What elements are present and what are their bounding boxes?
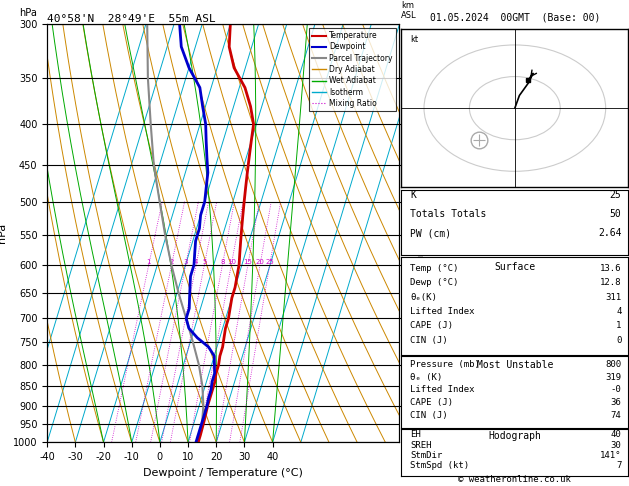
Text: 2.64: 2.64 bbox=[598, 228, 621, 238]
Text: Dewp (°C): Dewp (°C) bbox=[410, 278, 459, 287]
Text: 311: 311 bbox=[606, 293, 621, 302]
Text: 2: 2 bbox=[169, 259, 174, 265]
Text: 1: 1 bbox=[147, 259, 151, 265]
Y-axis label: Mixing Ratio (g/kg): Mixing Ratio (g/kg) bbox=[418, 193, 426, 273]
Text: CAPE (J): CAPE (J) bbox=[410, 398, 454, 407]
Text: Hodograph: Hodograph bbox=[488, 432, 542, 441]
Text: EH: EH bbox=[410, 430, 421, 439]
Text: θₑ (K): θₑ (K) bbox=[410, 373, 443, 382]
Text: 74: 74 bbox=[611, 411, 621, 419]
Text: Lifted Index: Lifted Index bbox=[410, 385, 475, 395]
Text: 30: 30 bbox=[611, 441, 621, 450]
Text: Pressure (mb): Pressure (mb) bbox=[410, 360, 481, 369]
Text: kt: kt bbox=[410, 35, 418, 44]
Text: 1: 1 bbox=[616, 321, 621, 330]
Y-axis label: hPa: hPa bbox=[0, 223, 8, 243]
Text: 01.05.2024  00GMT  (Base: 00): 01.05.2024 00GMT (Base: 00) bbox=[430, 12, 600, 22]
Text: Surface: Surface bbox=[494, 261, 535, 272]
Text: Temp (°C): Temp (°C) bbox=[410, 264, 459, 273]
Text: CIN (J): CIN (J) bbox=[410, 411, 448, 419]
Text: StmSpd (kt): StmSpd (kt) bbox=[410, 461, 469, 470]
Text: 25: 25 bbox=[265, 259, 274, 265]
Text: 0: 0 bbox=[616, 336, 621, 345]
Text: 5: 5 bbox=[202, 259, 206, 265]
Text: 40: 40 bbox=[611, 430, 621, 439]
Text: SREH: SREH bbox=[410, 441, 432, 450]
Text: 20: 20 bbox=[255, 259, 264, 265]
Text: 8: 8 bbox=[220, 259, 225, 265]
Text: 4: 4 bbox=[616, 307, 621, 316]
Legend: Temperature, Dewpoint, Parcel Trajectory, Dry Adiabat, Wet Adiabat, Isotherm, Mi: Temperature, Dewpoint, Parcel Trajectory… bbox=[309, 28, 396, 111]
Text: hPa: hPa bbox=[19, 8, 37, 18]
Text: -0: -0 bbox=[611, 385, 621, 395]
Text: km
ASL: km ASL bbox=[401, 0, 417, 20]
Text: K: K bbox=[410, 190, 416, 200]
Text: 10: 10 bbox=[226, 259, 236, 265]
Text: θₑ(K): θₑ(K) bbox=[410, 293, 437, 302]
Text: 40°58'N  28°49'E  55m ASL: 40°58'N 28°49'E 55m ASL bbox=[47, 14, 216, 23]
Text: Totals Totals: Totals Totals bbox=[410, 209, 487, 219]
Text: 4: 4 bbox=[194, 259, 198, 265]
Text: Most Unstable: Most Unstable bbox=[477, 360, 553, 370]
Text: Lifted Index: Lifted Index bbox=[410, 307, 475, 316]
Text: PW (cm): PW (cm) bbox=[410, 228, 452, 238]
Text: 141°: 141° bbox=[600, 451, 621, 460]
Text: CIN (J): CIN (J) bbox=[410, 336, 448, 345]
Text: LCL: LCL bbox=[401, 444, 416, 453]
Text: CAPE (J): CAPE (J) bbox=[410, 321, 454, 330]
Text: 12.8: 12.8 bbox=[600, 278, 621, 287]
Text: 7: 7 bbox=[616, 461, 621, 470]
Text: 15: 15 bbox=[243, 259, 252, 265]
Text: 36: 36 bbox=[611, 398, 621, 407]
Text: 800: 800 bbox=[606, 360, 621, 369]
Text: 25: 25 bbox=[610, 190, 621, 200]
Text: StmDir: StmDir bbox=[410, 451, 443, 460]
Text: © weatheronline.co.uk: © weatheronline.co.uk bbox=[459, 474, 571, 484]
X-axis label: Dewpoint / Temperature (°C): Dewpoint / Temperature (°C) bbox=[143, 468, 303, 478]
Text: 50: 50 bbox=[610, 209, 621, 219]
Text: 319: 319 bbox=[606, 373, 621, 382]
Text: 13.6: 13.6 bbox=[600, 264, 621, 273]
Text: 3: 3 bbox=[184, 259, 188, 265]
